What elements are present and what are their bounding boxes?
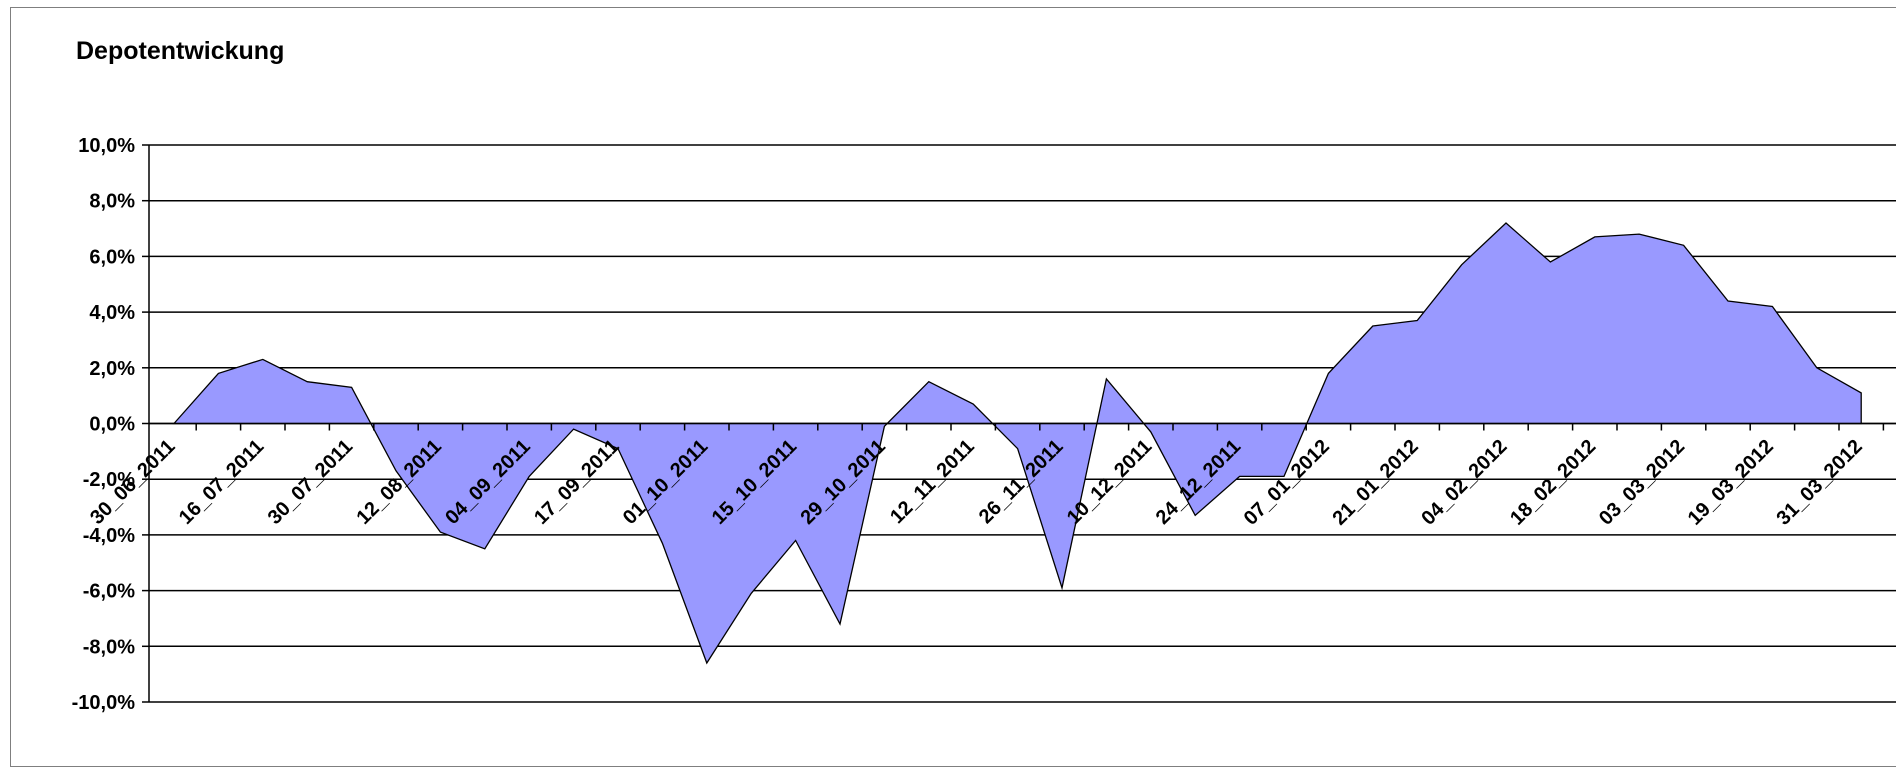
x-tick-label: 03_03_2012 — [1595, 435, 1689, 529]
x-tick-label: 31_03_2012 — [1773, 435, 1867, 529]
y-tick-label: -10,0% — [72, 692, 136, 714]
x-tick-label: 04_02_2012 — [1417, 435, 1511, 529]
y-tick-label: -4,0% — [83, 525, 135, 547]
y-tick-label: 4,0% — [89, 302, 135, 324]
chart-area: 10,0%8,0%6,0%4,0%2,0%0,0%-2,0%-4,0%-6,0%… — [0, 0, 1896, 750]
x-tick-label: 16_07_2011 — [175, 435, 268, 528]
y-tick-label: -8,0% — [83, 636, 135, 658]
y-tick-label: 6,0% — [89, 246, 135, 268]
x-tick-label: 12_11_2011 — [886, 435, 979, 528]
y-tick-label: -6,0% — [83, 581, 135, 603]
y-tick-label: 2,0% — [89, 358, 135, 380]
x-tick-label: 30_07_2011 — [264, 435, 357, 528]
x-tick-label: 21_01_2012 — [1329, 435, 1423, 529]
x-tick-label: 18_02_2012 — [1506, 435, 1600, 529]
y-tick-label: 0,0% — [89, 414, 135, 436]
y-tick-label: 10,0% — [78, 135, 135, 157]
y-tick-label: 8,0% — [89, 191, 135, 213]
x-tick-label: 19_03_2012 — [1684, 435, 1778, 529]
